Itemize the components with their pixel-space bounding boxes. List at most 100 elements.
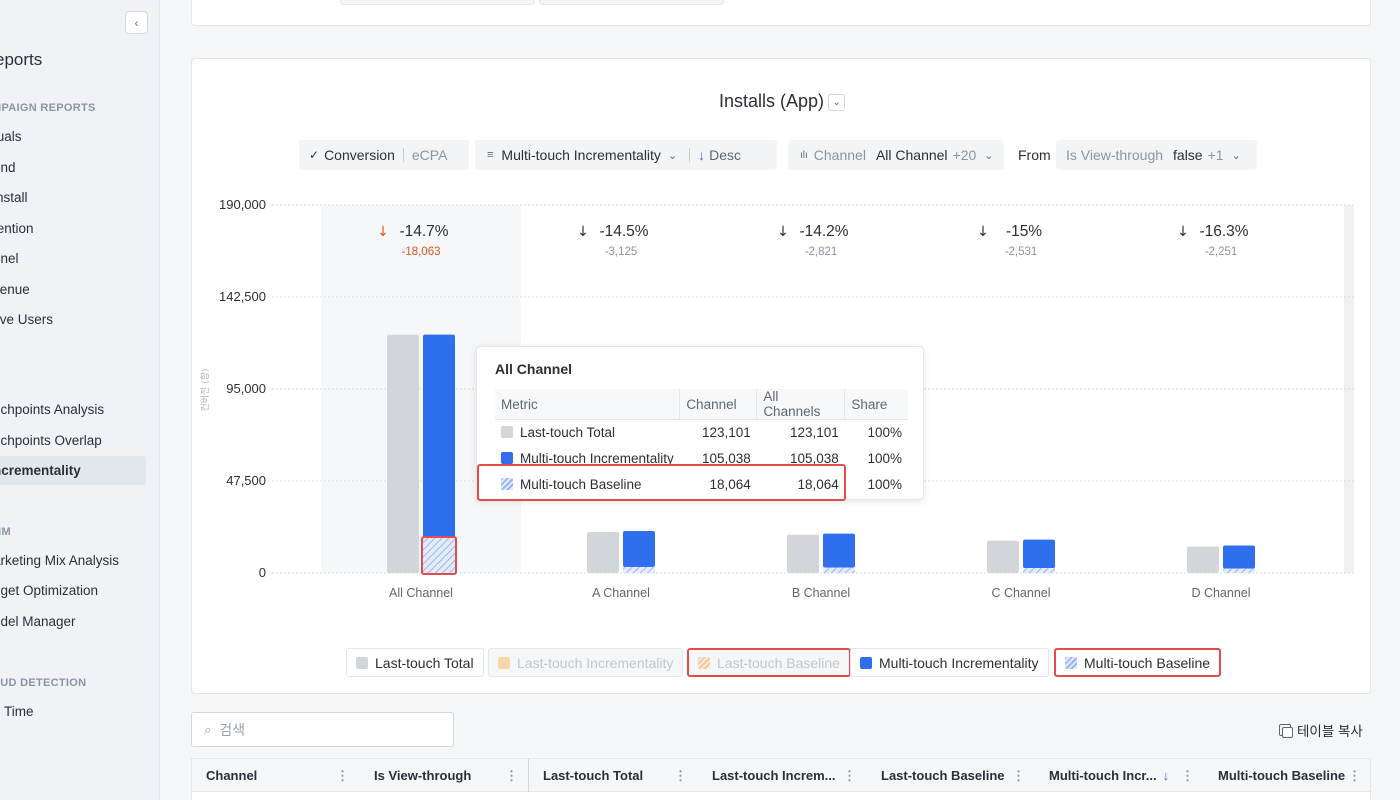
- view-through-filter[interactable]: Is View-through false +1 ⌄: [1056, 140, 1257, 170]
- conversion-ecpa-toggle[interactable]: ✓ Conversion eCPA: [299, 140, 469, 170]
- column-header-last-touch-baseline[interactable]: Last-touch Baseline ⋮: [867, 759, 1035, 792]
- change-percent-label: -15%: [1006, 223, 1042, 240]
- legend-last-touch-incrementality[interactable]: Last-touch Incrementality: [488, 648, 684, 677]
- chart-title: Installs (App): [718, 91, 825, 111]
- sidebar-item-install[interactable]: install: [0, 190, 28, 205]
- search-input[interactable]: [219, 721, 440, 738]
- sidebar-section-fraud-detection: AUD DETECTION: [0, 677, 87, 689]
- legend-last-touch-baseline[interactable]: Last-touch Baseline: [687, 648, 851, 677]
- arrow-down-icon: ↓: [1177, 224, 1189, 240]
- column-header-last-touch-incrementality[interactable]: Last-touch Increm... ⋮: [698, 759, 866, 792]
- vertical-dots-icon[interactable]: ⋮: [674, 768, 687, 783]
- arrow-down-icon: ↓: [977, 224, 989, 240]
- vertical-dots-icon[interactable]: ⋮: [843, 768, 856, 783]
- channel-filter[interactable]: ılı Channel All Channel +20 ⌄: [788, 140, 1004, 170]
- tooltip-all-value: 123,101: [790, 425, 839, 441]
- search-box[interactable]: ⌕: [191, 712, 454, 747]
- tooltip-highlight-box: [477, 464, 846, 501]
- vertical-dots-icon[interactable]: ⋮: [1348, 768, 1361, 783]
- vertical-dots-icon[interactable]: ⋮: [1181, 768, 1194, 783]
- sidebar-item-retention[interactable]: tention: [0, 221, 34, 236]
- legend-label: Last-touch Total: [375, 654, 474, 671]
- sidebar-collapse-button[interactable]: ‹: [125, 11, 148, 34]
- chevron-left-icon: ‹: [134, 15, 139, 30]
- bar-chart-icon: ılı: [800, 149, 808, 161]
- sort-filter[interactable]: ≡ Multi-touch Incrementality ⌄ ↓ Desc: [475, 140, 777, 170]
- column-label: Last-touch Total: [543, 768, 644, 783]
- bar-multi-touch-incrementality: [1223, 545, 1255, 569]
- legend-swatch: [698, 656, 710, 669]
- column-label: Is View-through: [374, 768, 472, 783]
- legend-label: Multi-touch Baseline: [1084, 654, 1211, 671]
- change-value-label: -3,125: [605, 246, 638, 258]
- top-filter-pill[interactable]: [340, 0, 535, 5]
- change-percent-label: -14.2%: [799, 223, 848, 240]
- sort-lines-icon: ≡: [487, 149, 494, 161]
- column-header-view-through[interactable]: Is View-through ⋮: [360, 759, 528, 792]
- sort-metric[interactable]: Multi-touch Incrementality: [501, 147, 661, 163]
- bar-multi-touch-incrementality: [823, 533, 855, 568]
- sidebar-item-trend[interactable]: end: [0, 160, 16, 175]
- tooltip-title: All Channel: [495, 361, 573, 377]
- sidebar-item-actuals[interactable]: tuals: [0, 129, 22, 144]
- chart-title-dropdown[interactable]: ⌄: [828, 94, 846, 111]
- top-card: [191, 0, 1371, 26]
- sidebar-item-channel[interactable]: nnel: [0, 251, 19, 266]
- vertical-dots-icon[interactable]: ⋮: [1012, 768, 1025, 783]
- ecpa-option[interactable]: eCPA: [411, 147, 448, 163]
- bar-multi-touch-incrementality: [1023, 539, 1055, 569]
- arrow-down-icon: ↓: [698, 147, 706, 163]
- bar-multi-touch-incrementality: [623, 530, 655, 567]
- tooltip-channel-value: 105,038: [702, 451, 751, 466]
- vertical-dots-icon[interactable]: ⋮: [505, 768, 518, 783]
- tooltip-share-value: 100%: [867, 451, 902, 466]
- copy-table-button[interactable]: 테이블 복사: [1279, 720, 1363, 740]
- column-header-last-touch-total[interactable]: Last-touch Total ⋮: [529, 759, 697, 792]
- check-icon: ✓: [309, 148, 320, 162]
- sidebar: ‹ eports MPAIGN REPORTS tuals end instal…: [0, 0, 160, 800]
- sidebar-item-marketing-mix-analysis[interactable]: arketing Mix Analysis: [0, 553, 120, 568]
- conversion-option[interactable]: Conversion: [324, 147, 395, 163]
- bar-multi-touch-baseline: [423, 538, 455, 573]
- column-label: Multi-touch Baseline: [1218, 768, 1346, 783]
- legend-multi-touch-incrementality[interactable]: Multi-touch Incrementality: [850, 648, 1049, 677]
- y-tick-label: 95,000: [226, 381, 266, 396]
- sidebar-item-budget-optimization[interactable]: dget Optimization: [0, 583, 99, 598]
- bar-multi-touch-baseline: [623, 566, 655, 573]
- change-value-label: -18,063: [401, 246, 440, 258]
- tooltip-all-value: 18,064: [797, 477, 839, 492]
- sidebar-item-timing[interactable]: g Time: [0, 704, 34, 719]
- change-value-label: -2,821: [805, 246, 838, 258]
- sidebar-item-active-users[interactable]: tive Users: [0, 312, 54, 327]
- column-header-multi-touch-incrementality[interactable]: Multi-touch Incr... ↓ ⋮: [1035, 759, 1204, 792]
- bar-multi-touch-baseline: [823, 567, 855, 573]
- legend-label: Last-touch Incrementality: [517, 654, 674, 671]
- vertical-dots-icon[interactable]: ⋮: [336, 768, 349, 783]
- tooltip-metric: Multi-touch Incrementality: [520, 451, 674, 466]
- chevron-down-icon: ⌄: [1231, 149, 1241, 162]
- sidebar-section-campaign-reports: MPAIGN REPORTS: [0, 102, 96, 114]
- baseline-highlight-box: [421, 536, 457, 576]
- sidebar-item-touchpoints-analysis[interactable]: uchpoints Analysis: [0, 402, 105, 417]
- tooltip-row: Multi-touch Incrementality 105,038 105,0…: [495, 446, 908, 472]
- swatch-icon: [501, 452, 513, 464]
- view-through-value: false: [1173, 147, 1203, 163]
- column-header-channel[interactable]: Channel ⋮: [192, 759, 359, 792]
- sort-direction[interactable]: Desc: [709, 147, 742, 163]
- column-header-multi-touch-baseline[interactable]: Multi-touch Baseline ⋮: [1204, 759, 1371, 792]
- sidebar-item-revenue[interactable]: venue: [0, 282, 30, 297]
- sidebar-item-model-manager[interactable]: odel Manager: [0, 614, 76, 629]
- top-filter-pill[interactable]: [539, 0, 724, 5]
- tooltip-metric: Last-touch Total: [520, 425, 616, 441]
- column-label: Multi-touch Incr...: [1049, 768, 1157, 783]
- legend-last-touch-total[interactable]: Last-touch Total: [346, 648, 484, 677]
- legend-swatch: [1065, 656, 1077, 669]
- sidebar-item-incrementality[interactable]: ncrementality: [0, 456, 146, 485]
- tooltip-metric: Multi-touch Baseline: [520, 477, 642, 492]
- from-label: From: [1018, 147, 1051, 163]
- bar-multi-touch-baseline: [1223, 568, 1255, 573]
- sidebar-item-touchpoints-overlap[interactable]: uchpoints Overlap: [0, 433, 102, 448]
- legend-multi-touch-baseline[interactable]: Multi-touch Baseline: [1054, 648, 1222, 677]
- y-tick-label: 142,500: [219, 289, 266, 304]
- x-tick-label: A Channel: [592, 586, 650, 600]
